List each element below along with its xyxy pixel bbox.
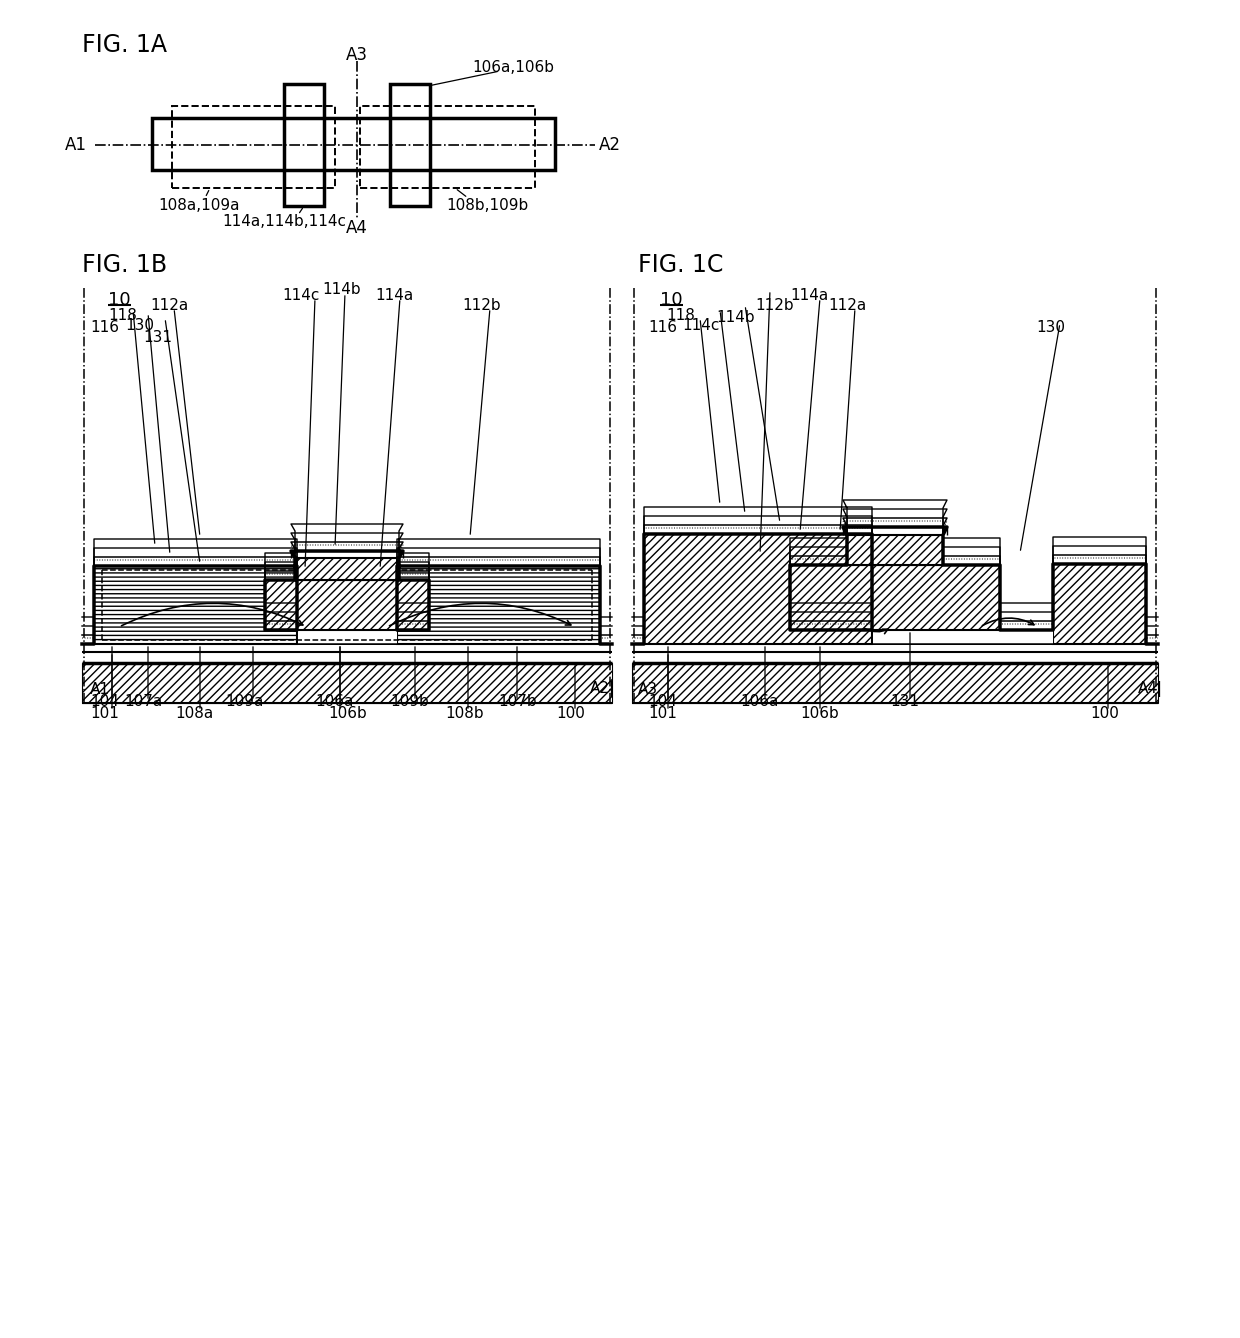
Text: 114a: 114a <box>374 288 413 302</box>
Bar <box>391 84 430 206</box>
Text: 106b: 106b <box>329 705 367 720</box>
Text: A2: A2 <box>599 136 621 154</box>
Text: FIG. 1C: FIG. 1C <box>639 253 723 277</box>
Polygon shape <box>265 579 429 630</box>
Text: 109b: 109b <box>391 693 429 709</box>
Text: 108b,109b: 108b,109b <box>446 198 528 213</box>
Text: 114a: 114a <box>790 288 828 302</box>
Text: 112a: 112a <box>828 297 867 313</box>
Text: 118: 118 <box>666 308 694 322</box>
Text: 106b: 106b <box>800 705 838 720</box>
Text: 112b: 112b <box>755 297 794 313</box>
Polygon shape <box>397 566 600 644</box>
Text: 114a,114b,114c: 114a,114b,114c <box>222 214 346 229</box>
Text: 114b: 114b <box>715 310 755 325</box>
Text: 108a: 108a <box>175 705 213 720</box>
Polygon shape <box>847 535 942 565</box>
Text: 130: 130 <box>125 318 154 333</box>
Text: 114b: 114b <box>322 282 361 297</box>
Text: 107a: 107a <box>124 693 162 709</box>
Bar <box>153 118 556 170</box>
Bar <box>284 84 324 206</box>
Text: 104: 104 <box>91 693 119 709</box>
Text: 118: 118 <box>108 308 136 322</box>
Text: 109a: 109a <box>224 693 263 709</box>
Text: 108b: 108b <box>445 705 484 720</box>
Polygon shape <box>295 558 399 579</box>
Text: 107b: 107b <box>498 693 537 709</box>
Bar <box>82 664 613 702</box>
Text: A4|: A4| <box>1138 681 1163 697</box>
Polygon shape <box>872 630 1053 644</box>
Text: FIG. 1A: FIG. 1A <box>82 33 167 58</box>
Text: A4: A4 <box>346 219 368 237</box>
Text: 131: 131 <box>143 329 172 344</box>
Text: 100: 100 <box>1090 705 1118 720</box>
Text: 116: 116 <box>649 321 677 336</box>
Polygon shape <box>94 566 298 644</box>
Text: A3: A3 <box>639 681 658 697</box>
Polygon shape <box>790 565 999 630</box>
Text: 131: 131 <box>890 693 919 709</box>
Text: 108a,109a: 108a,109a <box>157 198 239 213</box>
Text: 106a: 106a <box>315 693 353 709</box>
Text: 116: 116 <box>91 321 119 336</box>
Text: A3: A3 <box>346 45 368 64</box>
Text: 106a: 106a <box>740 693 779 709</box>
Text: 130: 130 <box>1035 321 1065 336</box>
Text: A1: A1 <box>91 681 110 697</box>
Text: 112a: 112a <box>150 297 188 313</box>
Text: 101: 101 <box>91 705 119 720</box>
Polygon shape <box>1053 565 1146 644</box>
Text: A1: A1 <box>64 136 87 154</box>
Bar <box>632 664 1158 702</box>
Bar <box>360 106 534 189</box>
Bar <box>172 106 335 189</box>
Polygon shape <box>644 534 872 644</box>
Polygon shape <box>298 630 397 644</box>
Text: 104: 104 <box>649 693 677 709</box>
Text: 101: 101 <box>649 705 677 720</box>
Text: 106a,106b: 106a,106b <box>472 60 554 75</box>
Text: 114c: 114c <box>281 288 320 302</box>
Text: 100: 100 <box>556 705 585 720</box>
Text: FIG. 1B: FIG. 1B <box>82 253 167 277</box>
Text: A2|: A2| <box>590 681 615 697</box>
Text: 10: 10 <box>108 290 130 309</box>
Text: 112b: 112b <box>463 297 501 313</box>
Text: 114c: 114c <box>682 317 719 333</box>
Text: 10: 10 <box>660 290 683 309</box>
